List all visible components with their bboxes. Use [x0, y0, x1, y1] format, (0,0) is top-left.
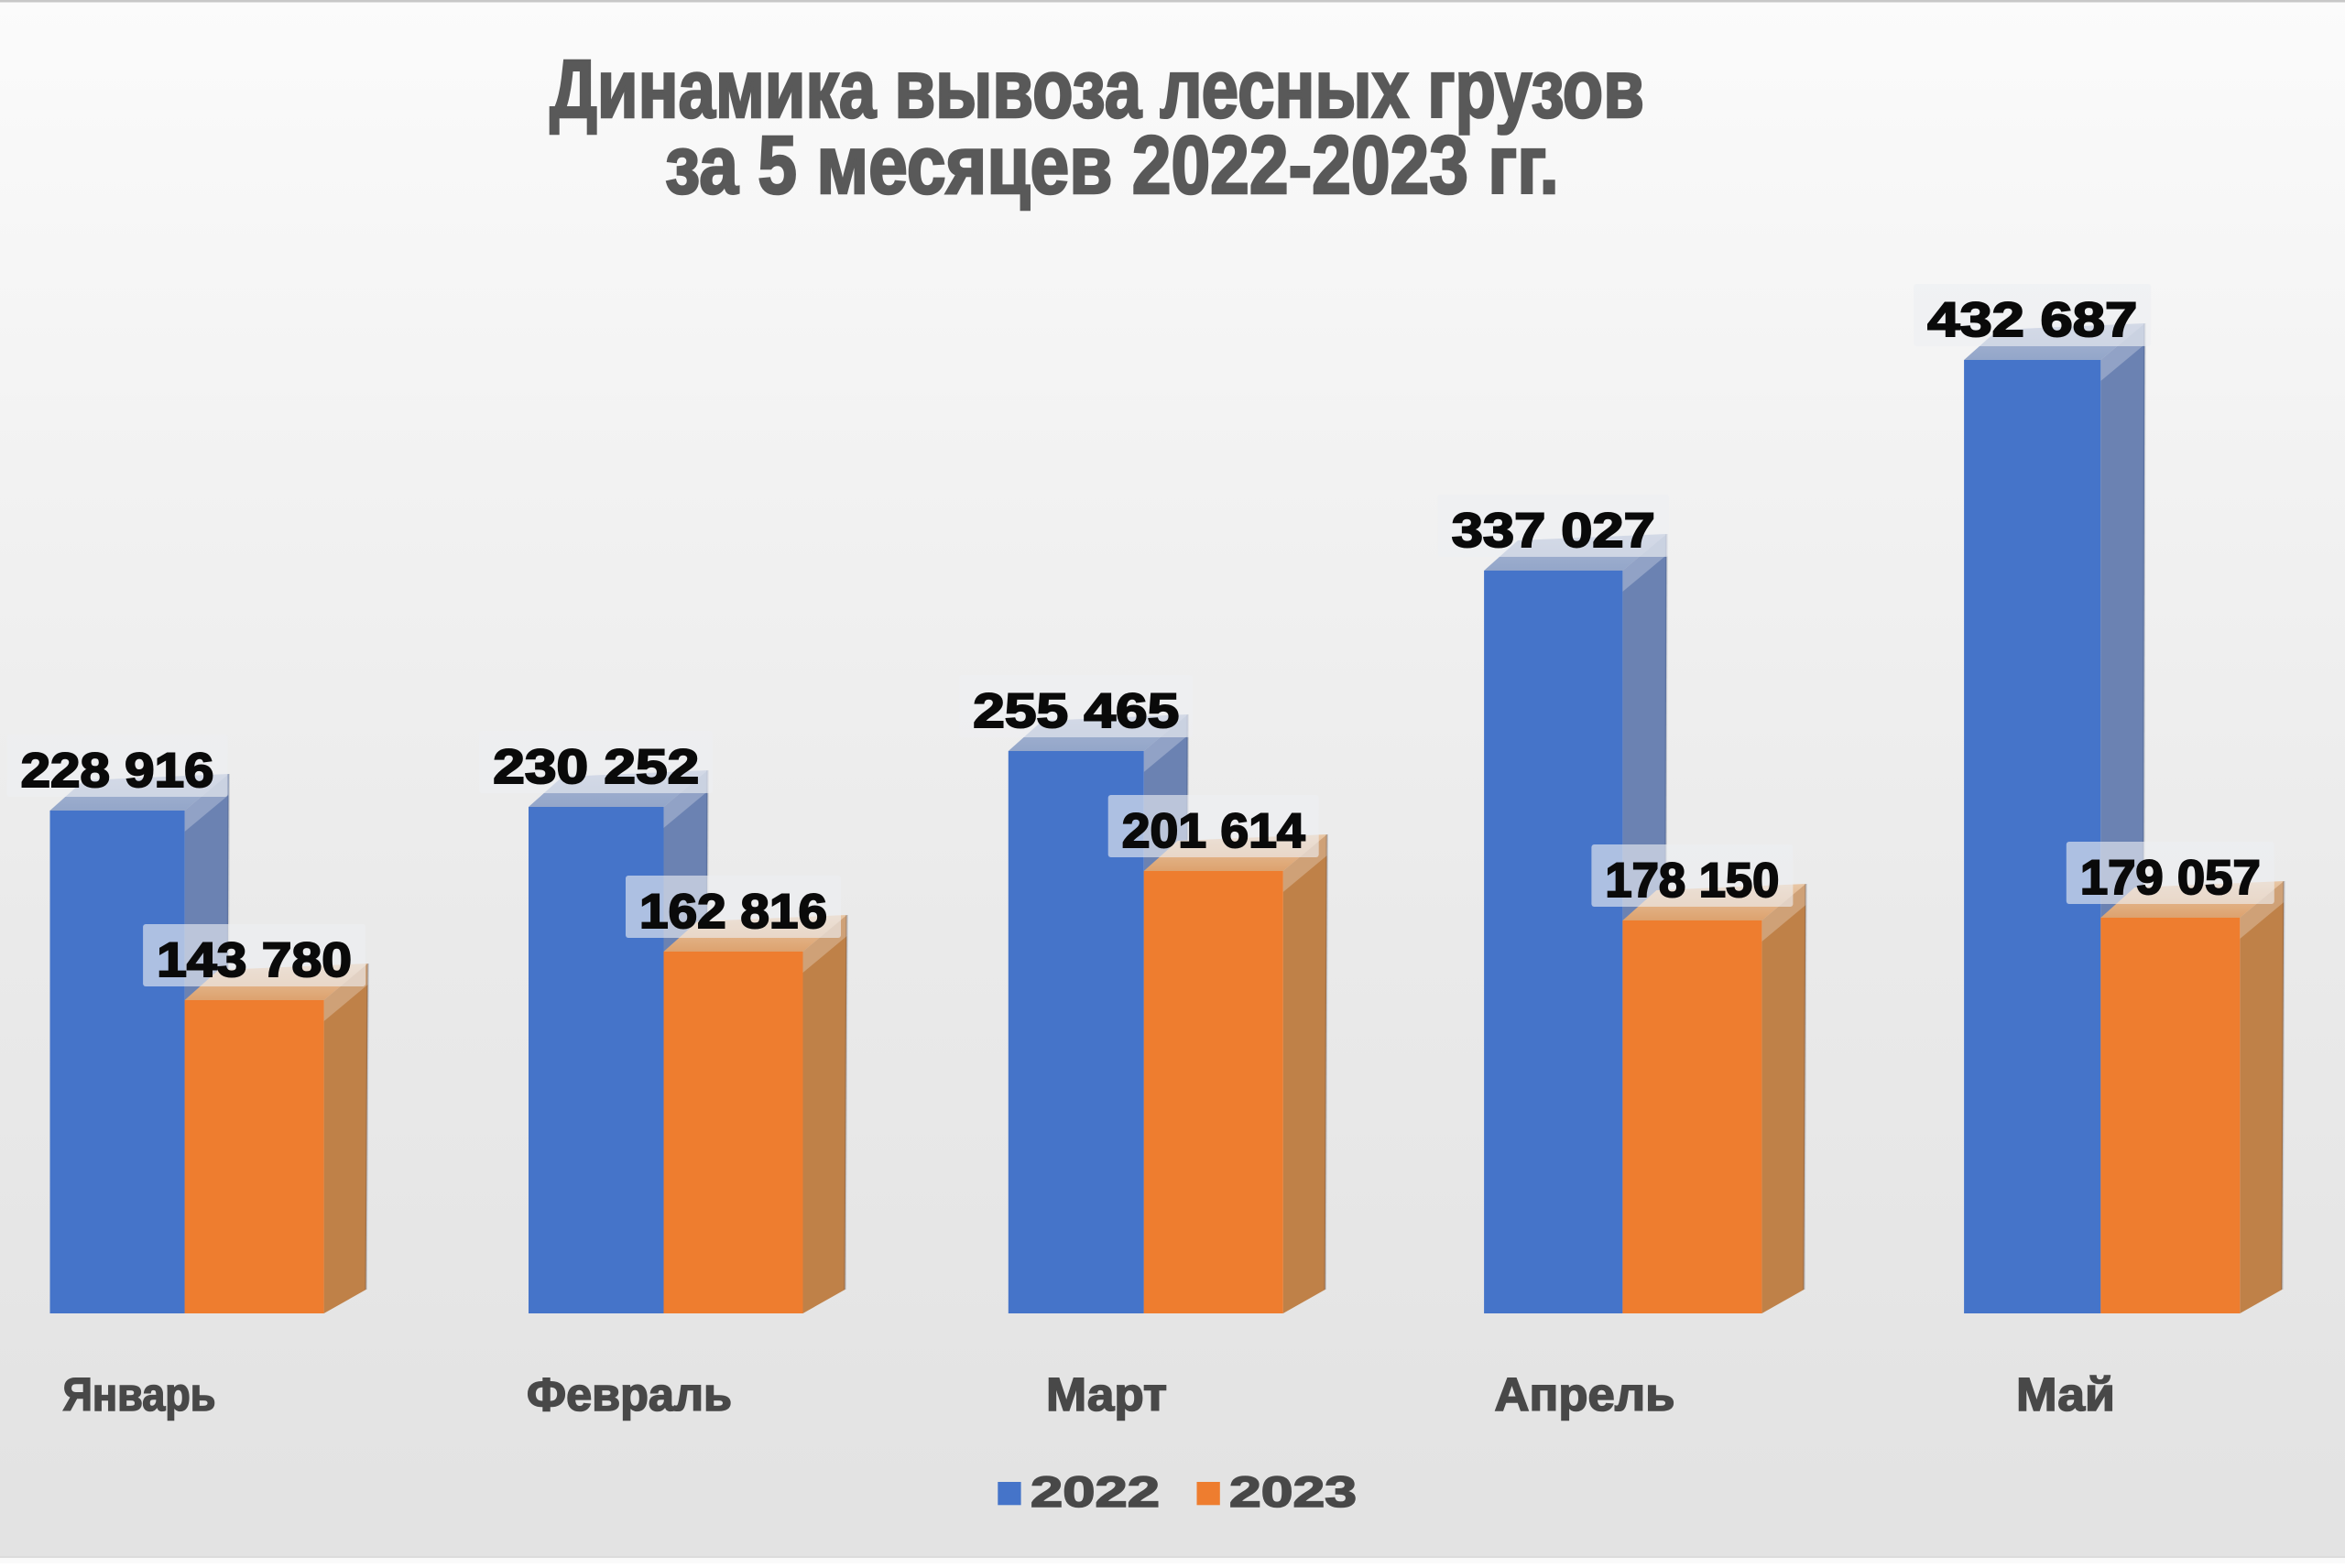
svg-text:Май: Май [2016, 1369, 2115, 1421]
svg-text:2023: 2023 [1229, 1467, 1357, 1516]
svg-text:2022: 2022 [1031, 1467, 1160, 1516]
svg-text:Январь: Январь [63, 1368, 216, 1421]
svg-text:337 027: 337 027 [1452, 504, 1655, 558]
svg-text:Апрель: Апрель [1495, 1368, 1675, 1421]
svg-text:Февраль: Февраль [527, 1368, 732, 1421]
svg-text:Март: Март [1046, 1369, 1167, 1421]
svg-text:179 057: 179 057 [2080, 851, 2261, 905]
svg-text:201 614: 201 614 [1122, 804, 1305, 858]
svg-text:228 916: 228 916 [21, 743, 214, 797]
svg-text:255 465: 255 465 [973, 684, 1179, 738]
svg-text:178 150: 178 150 [1605, 854, 1779, 908]
svg-text:за 5 месяцев 2022-2023 гг.: за 5 месяцев 2022-2023 гг. [665, 118, 1559, 211]
svg-text:432 687: 432 687 [1927, 293, 2137, 347]
svg-text:162 816: 162 816 [639, 884, 827, 939]
svg-text:230 252: 230 252 [493, 740, 699, 794]
svg-text:143 780: 143 780 [157, 932, 352, 987]
svg-text:Динамика вывоза лесных грузов: Динамика вывоза лесных грузов [550, 44, 1644, 136]
